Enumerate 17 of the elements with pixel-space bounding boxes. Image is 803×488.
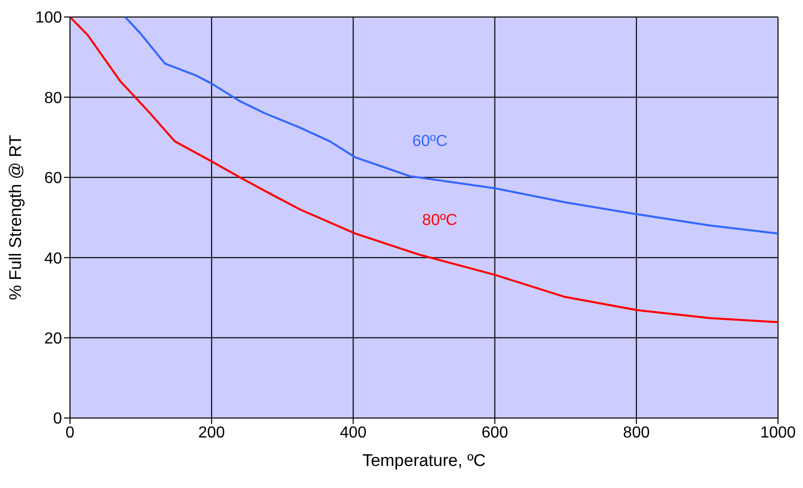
- x-tick-label: 1000: [760, 424, 796, 442]
- y-tick-label: 80: [44, 90, 62, 107]
- x-axis-title: Temperature, ºC: [362, 451, 486, 470]
- y-tick-label: 60: [44, 170, 62, 188]
- x-tick-label: 600: [481, 424, 508, 442]
- x-tick-label: 800: [623, 424, 650, 442]
- y-tick-label: 20: [44, 330, 62, 348]
- y-axis-title: % Full Strength @ RT: [6, 134, 26, 300]
- y-tick-label: 0: [53, 410, 62, 428]
- x-tick-label: 0: [66, 424, 75, 442]
- series-label: 60ºC: [412, 133, 448, 150]
- y-tick-label: 100: [35, 10, 62, 27]
- y-tick-label: 40: [44, 250, 62, 268]
- x-tick-label: 400: [340, 424, 367, 442]
- series-label: 80ºC: [422, 212, 458, 229]
- x-tick-label: 200: [198, 424, 226, 442]
- line-series: [124, 17, 778, 235]
